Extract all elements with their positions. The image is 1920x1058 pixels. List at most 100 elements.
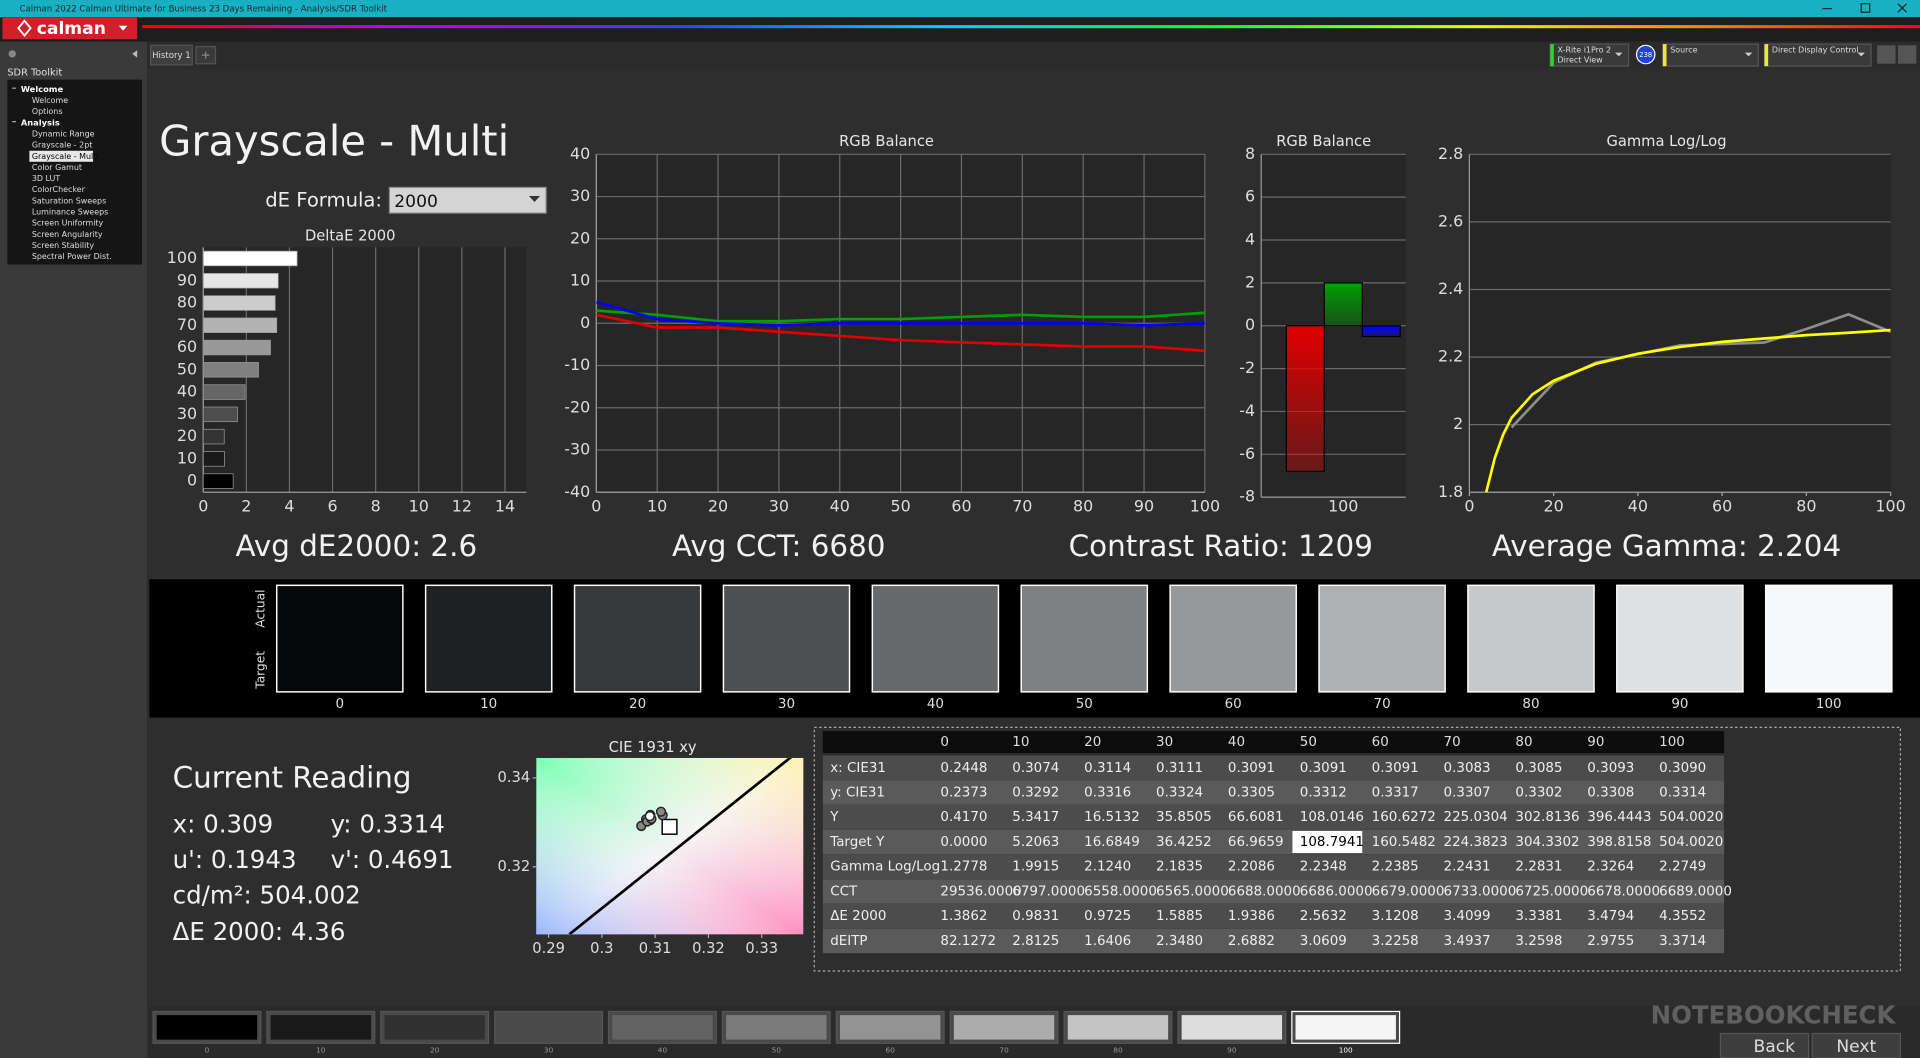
- tree-hit[interactable]: [29, 218, 139, 229]
- de-formula-select[interactable]: [388, 186, 547, 214]
- table-cell[interactable]: 0.3324: [1156, 786, 1203, 801]
- table-cell[interactable]: 5.3417: [1012, 810, 1059, 825]
- table-cell[interactable]: 0.0000: [940, 835, 987, 850]
- table-cell[interactable]: 398.8158: [1587, 835, 1651, 850]
- table-cell[interactable]: 3.0609: [1300, 934, 1347, 949]
- table-cell[interactable]: 0.3302: [1515, 786, 1562, 801]
- table-cell[interactable]: 0.3083: [1444, 761, 1491, 776]
- table-cell[interactable]: 3.2258: [1372, 934, 1419, 949]
- table-cell[interactable]: 2.2348: [1300, 860, 1347, 875]
- table-cell[interactable]: 224.3823: [1444, 835, 1508, 850]
- table-cell[interactable]: 2.3480: [1156, 934, 1203, 949]
- table-cell[interactable]: 6688.0000: [1228, 884, 1301, 899]
- table-cell[interactable]: 0.3305: [1228, 786, 1275, 801]
- table-cell[interactable]: 0.9831: [1012, 909, 1059, 924]
- table-cell[interactable]: 0.3307: [1444, 786, 1491, 801]
- table-cell[interactable]: 396.4443: [1587, 810, 1651, 825]
- table-cell[interactable]: 504.0020: [1659, 835, 1723, 850]
- tree-hit[interactable]: [29, 106, 139, 117]
- table-cell[interactable]: 2.8125: [1012, 934, 1059, 949]
- table-cell[interactable]: 3.3714: [1659, 934, 1706, 949]
- table-cell[interactable]: 0.9725: [1084, 909, 1131, 924]
- table-cell[interactable]: 4.3552: [1659, 909, 1706, 924]
- table-cell[interactable]: 5.2063: [1012, 835, 1059, 850]
- table-cell[interactable]: 3.2598: [1515, 934, 1562, 949]
- table-cell[interactable]: 1.3862: [940, 909, 987, 924]
- table-cell[interactable]: 0.3091: [1372, 761, 1419, 776]
- table-cell[interactable]: 2.2385: [1372, 860, 1419, 875]
- tree-hit[interactable]: [29, 140, 139, 151]
- table-cell[interactable]: 225.0304: [1444, 810, 1508, 825]
- table-cell[interactable]: 6565.0000: [1156, 884, 1229, 899]
- tree-hit[interactable]: [29, 151, 139, 162]
- table-cell[interactable]: 108.7941: [1300, 835, 1364, 850]
- tree-hit[interactable]: [29, 251, 139, 262]
- table-cell[interactable]: 0.3114: [1084, 761, 1131, 776]
- table-cell[interactable]: 504.0020: [1659, 810, 1723, 825]
- table-cell[interactable]: 0.2373: [940, 786, 987, 801]
- table-cell[interactable]: 1.6406: [1084, 934, 1131, 949]
- table-cell[interactable]: 3.4937: [1444, 934, 1491, 949]
- table-cell[interactable]: 6678.0000: [1587, 884, 1660, 899]
- table-cell[interactable]: 66.9659: [1228, 835, 1284, 850]
- logo-box[interactable]: [2, 17, 138, 40]
- table-cell[interactable]: 1.9386: [1228, 909, 1275, 924]
- tree-hit[interactable]: [29, 240, 139, 251]
- settings-button[interactable]: [1877, 45, 1896, 64]
- table-cell[interactable]: 0.3074: [1012, 761, 1059, 776]
- table-cell[interactable]: 36.4252: [1156, 835, 1212, 850]
- table-cell[interactable]: 0.3314: [1659, 786, 1706, 801]
- table-cell[interactable]: 16.5132: [1084, 810, 1140, 825]
- table-cell[interactable]: 2.2749: [1659, 860, 1706, 875]
- table-cell[interactable]: 6686.0000: [1300, 884, 1373, 899]
- table-cell[interactable]: 1.5885: [1156, 909, 1203, 924]
- table-cell[interactable]: 0.3111: [1156, 761, 1203, 776]
- table-cell[interactable]: 2.6882: [1228, 934, 1275, 949]
- table-cell[interactable]: 0.3308: [1587, 786, 1634, 801]
- table-cell[interactable]: 2.1835: [1156, 860, 1203, 875]
- table-cell[interactable]: 0.2448: [940, 761, 987, 776]
- table-cell[interactable]: 6679.0000: [1372, 884, 1445, 899]
- table-cell[interactable]: 0.3090: [1659, 761, 1706, 776]
- table-cell[interactable]: 0.3316: [1084, 786, 1131, 801]
- table-cell[interactable]: 6725.0000: [1515, 884, 1588, 899]
- tree-hit[interactable]: [29, 229, 139, 240]
- table-cell[interactable]: 3.4794: [1587, 909, 1634, 924]
- table-cell[interactable]: 6558.0000: [1084, 884, 1157, 899]
- table-cell[interactable]: 3.3381: [1515, 909, 1562, 924]
- table-cell[interactable]: 66.6081: [1228, 810, 1284, 825]
- tree-hit[interactable]: [29, 162, 139, 173]
- tree-hit[interactable]: [29, 128, 139, 139]
- table-cell[interactable]: 2.1240: [1084, 860, 1131, 875]
- table-cell[interactable]: 0.4170: [940, 810, 987, 825]
- table-cell[interactable]: 2.3264: [1587, 860, 1634, 875]
- table-cell[interactable]: 82.1272: [940, 934, 996, 949]
- table-cell[interactable]: 2.2831: [1515, 860, 1562, 875]
- table-cell[interactable]: 29536.0000: [940, 884, 1021, 899]
- tree-hit[interactable]: [29, 184, 139, 195]
- history-tab[interactable]: [150, 44, 193, 66]
- table-cell[interactable]: 6733.0000: [1444, 884, 1517, 899]
- table-cell[interactable]: 16.6849: [1084, 835, 1140, 850]
- tree-hit[interactable]: [29, 173, 139, 184]
- table-cell[interactable]: 160.5482: [1372, 835, 1436, 850]
- tree-hit[interactable]: [29, 195, 139, 206]
- table-cell[interactable]: 3.1208: [1372, 909, 1419, 924]
- table-cell[interactable]: 6797.0000: [1012, 884, 1085, 899]
- table-cell[interactable]: 3.4099: [1444, 909, 1491, 924]
- table-cell[interactable]: 0.3292: [1012, 786, 1059, 801]
- table-cell[interactable]: 2.2431: [1444, 860, 1491, 875]
- table-cell[interactable]: 1.2778: [940, 860, 987, 875]
- table-cell[interactable]: 6689.0000: [1659, 884, 1732, 899]
- help-button[interactable]: [1897, 45, 1917, 64]
- tree-hit[interactable]: [29, 206, 139, 217]
- table-cell[interactable]: 0.3093: [1587, 761, 1634, 776]
- tree-hit[interactable]: [29, 95, 139, 106]
- table-cell[interactable]: 2.5632: [1300, 909, 1347, 924]
- table-cell[interactable]: 2.2086: [1228, 860, 1275, 875]
- table-cell[interactable]: 0.3091: [1300, 761, 1347, 776]
- table-cell[interactable]: 0.3091: [1228, 761, 1275, 776]
- table-cell[interactable]: 0.3085: [1515, 761, 1562, 776]
- table-cell[interactable]: 108.0146: [1300, 810, 1364, 825]
- table-cell[interactable]: 302.8136: [1515, 810, 1579, 825]
